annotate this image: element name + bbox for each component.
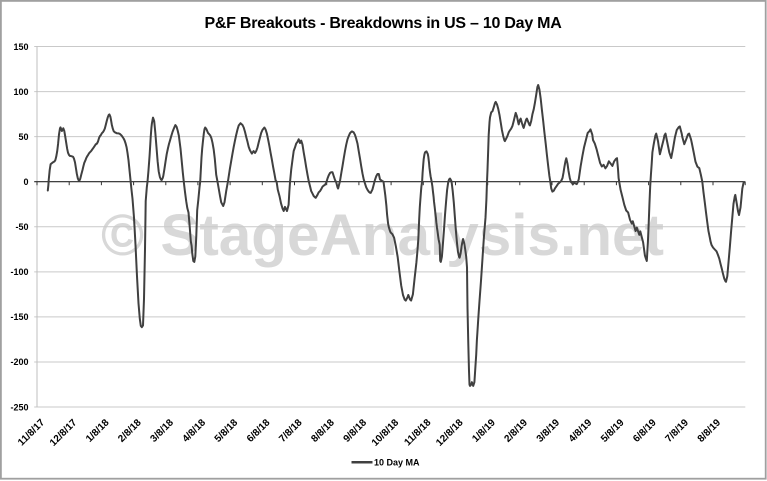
svg-text:P&F Breakouts - Breakdowns in: P&F Breakouts - Breakdowns in US – 10 Da… xyxy=(204,15,562,32)
svg-text:50: 50 xyxy=(18,132,28,142)
svg-text:-250: -250 xyxy=(10,402,28,412)
svg-text:-50: -50 xyxy=(15,222,28,232)
svg-text:-200: -200 xyxy=(10,357,28,367)
svg-text:-100: -100 xyxy=(10,267,28,277)
svg-text:© StageAnalysis.net: © StageAnalysis.net xyxy=(101,203,664,268)
svg-text:10 Day MA: 10 Day MA xyxy=(374,458,420,468)
svg-text:-150: -150 xyxy=(10,312,28,322)
svg-text:0: 0 xyxy=(23,177,28,187)
svg-text:150: 150 xyxy=(13,42,28,52)
svg-text:100: 100 xyxy=(13,87,28,97)
